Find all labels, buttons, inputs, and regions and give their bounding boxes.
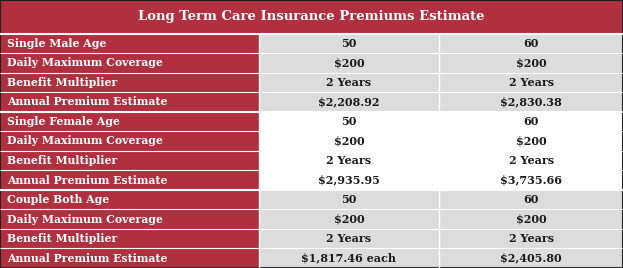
- Bar: [259, 229, 439, 248]
- Bar: [439, 170, 623, 190]
- Text: 50: 50: [341, 116, 356, 127]
- Bar: [439, 73, 623, 92]
- Bar: [439, 209, 623, 229]
- Text: Benefit Multiplier: Benefit Multiplier: [7, 233, 117, 244]
- Bar: [259, 248, 439, 268]
- Text: Long Term Care Insurance Premiums Estimate: Long Term Care Insurance Premiums Estima…: [138, 10, 485, 23]
- Text: Daily Maximum Coverage: Daily Maximum Coverage: [7, 214, 163, 225]
- Text: Single Male Age: Single Male Age: [7, 38, 107, 49]
- Bar: [439, 229, 623, 248]
- Bar: [0, 190, 259, 209]
- Bar: [259, 34, 439, 53]
- Bar: [0, 229, 259, 248]
- Bar: [0, 248, 259, 268]
- Text: $2,405.80: $2,405.80: [500, 253, 562, 264]
- Text: 50: 50: [341, 38, 356, 49]
- Bar: [0, 131, 259, 151]
- Bar: [259, 131, 439, 151]
- Text: 2 Years: 2 Years: [326, 155, 371, 166]
- Text: 2 Years: 2 Years: [508, 155, 554, 166]
- Text: $200: $200: [333, 57, 364, 68]
- Bar: [259, 190, 439, 209]
- Text: Benefit Multiplier: Benefit Multiplier: [7, 77, 117, 88]
- Text: 60: 60: [523, 116, 539, 127]
- Text: 2 Years: 2 Years: [326, 233, 371, 244]
- Bar: [439, 248, 623, 268]
- Text: $2,830.38: $2,830.38: [500, 96, 562, 107]
- Bar: [0, 92, 259, 112]
- Bar: [0, 170, 259, 190]
- Bar: [0, 73, 259, 92]
- Bar: [0, 151, 259, 170]
- Text: Annual Premium Estimate: Annual Premium Estimate: [7, 96, 168, 107]
- Bar: [0, 209, 259, 229]
- Bar: [439, 190, 623, 209]
- Bar: [439, 92, 623, 112]
- Text: $2,208.92: $2,208.92: [318, 96, 379, 107]
- Bar: [259, 112, 439, 131]
- Bar: [0, 0, 623, 34]
- Text: 2 Years: 2 Years: [508, 77, 554, 88]
- Text: Single Female Age: Single Female Age: [7, 116, 120, 127]
- Bar: [439, 53, 623, 73]
- Bar: [0, 112, 259, 131]
- Text: 60: 60: [523, 38, 539, 49]
- Bar: [259, 53, 439, 73]
- Text: $200: $200: [516, 136, 546, 147]
- Bar: [439, 131, 623, 151]
- Bar: [439, 151, 623, 170]
- Text: $2,935.95: $2,935.95: [318, 174, 380, 185]
- Bar: [439, 112, 623, 131]
- Text: Daily Maximum Coverage: Daily Maximum Coverage: [7, 136, 163, 147]
- Bar: [259, 73, 439, 92]
- Bar: [259, 209, 439, 229]
- Bar: [259, 151, 439, 170]
- Text: Couple Both Age: Couple Both Age: [7, 194, 109, 205]
- Text: Annual Premium Estimate: Annual Premium Estimate: [7, 253, 168, 264]
- Text: $1,817.46 each: $1,817.46 each: [302, 253, 396, 264]
- Text: Benefit Multiplier: Benefit Multiplier: [7, 155, 117, 166]
- Text: $200: $200: [333, 214, 364, 225]
- Bar: [0, 53, 259, 73]
- Bar: [259, 170, 439, 190]
- Text: 50: 50: [341, 194, 356, 205]
- Text: $3,735.66: $3,735.66: [500, 174, 562, 185]
- Bar: [259, 92, 439, 112]
- Text: 60: 60: [523, 194, 539, 205]
- Bar: [439, 34, 623, 53]
- Text: 2 Years: 2 Years: [508, 233, 554, 244]
- Text: $200: $200: [516, 57, 546, 68]
- Text: Annual Premium Estimate: Annual Premium Estimate: [7, 174, 168, 185]
- Text: 2 Years: 2 Years: [326, 77, 371, 88]
- Text: $200: $200: [333, 136, 364, 147]
- Text: $200: $200: [516, 214, 546, 225]
- Bar: [0, 34, 259, 53]
- Text: Daily Maximum Coverage: Daily Maximum Coverage: [7, 57, 163, 68]
